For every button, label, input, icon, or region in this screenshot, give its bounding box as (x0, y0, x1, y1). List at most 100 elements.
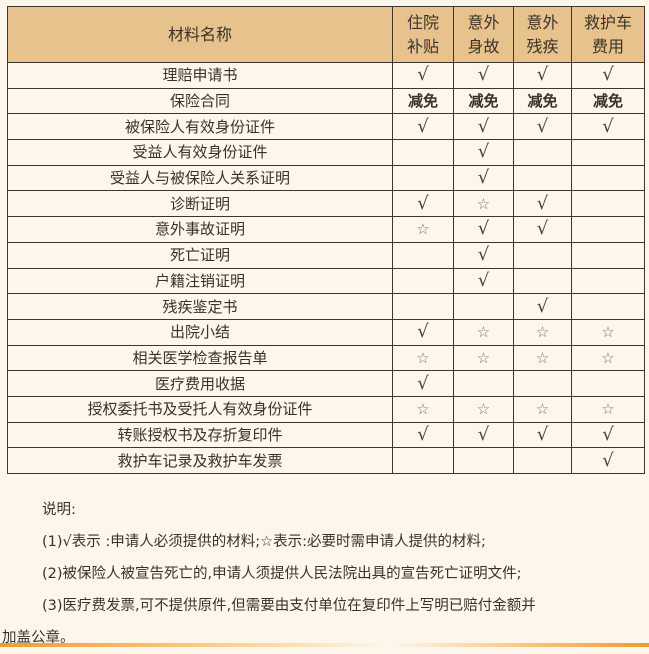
table-row: 受益人与被保险人关系证明 √ (7, 164, 645, 192)
required-check-mark: √ (453, 267, 514, 295)
required-check-mark: √ (513, 62, 572, 89)
required-check-mark: √ (513, 113, 572, 141)
notes-section: 说明: (1)√表示 :申请人必须提供的材料;☆表示:必要时需申请人提供的材料;… (0, 494, 649, 654)
required-check-mark: √ (453, 139, 514, 166)
empty-cell (392, 267, 454, 295)
required-check-mark: √ (453, 421, 514, 449)
optional-star-mark: ☆ (513, 395, 572, 423)
material-name: 死亡证明 (7, 241, 393, 269)
material-name: 保险合同 (7, 87, 393, 115)
table-row: 意外事故证明 ☆ √ √ (7, 216, 645, 243)
table-row: 相关医学检查报告单 ☆ ☆ ☆ ☆ (7, 344, 645, 372)
required-check-mark: √ (392, 421, 454, 449)
optional-star-mark: ☆ (392, 344, 454, 372)
table-row: 残疾鉴定书 √ (7, 293, 645, 320)
empty-cell (453, 447, 514, 474)
empty-cell (392, 164, 454, 192)
optional-star-mark: ☆ (513, 318, 572, 346)
table-row: 户籍注销证明 √ (7, 267, 645, 295)
empty-cell (513, 139, 572, 166)
decorative-accent-bar (0, 643, 649, 647)
empty-cell (453, 293, 514, 320)
empty-cell (571, 370, 645, 397)
header-material-name: 材料名称 (7, 6, 393, 63)
empty-cell (571, 139, 645, 166)
required-check-mark: √ (453, 113, 514, 141)
header-column: 意外 身故 (453, 6, 514, 63)
optional-star-mark: ☆ (571, 344, 645, 372)
required-check-mark: √ (571, 113, 645, 141)
table-row: 死亡证明 √ (7, 241, 645, 269)
header-column: 住院 补贴 (392, 6, 454, 63)
required-check-mark: √ (453, 216, 514, 243)
empty-cell (513, 164, 572, 192)
required-check-mark: √ (453, 241, 514, 269)
required-check-mark: √ (513, 293, 572, 320)
required-check-mark: √ (513, 216, 572, 243)
material-name: 医疗费用收据 (7, 370, 393, 397)
optional-star-mark: ☆ (453, 190, 514, 218)
table-row: 保险合同 减免 减免 减免 减免 (7, 87, 645, 115)
note-item: (1)√表示 :申请人必须提供的材料;☆表示:必要时需申请人提供的材料; (42, 534, 486, 550)
empty-cell (392, 293, 454, 320)
empty-cell (571, 267, 645, 295)
required-check-mark: √ (392, 318, 454, 346)
table-row: 理赔申请书 √ √ √ √ (7, 62, 645, 89)
optional-star-mark: ☆ (392, 216, 454, 243)
optional-star-mark: ☆ (392, 395, 454, 423)
table-row: 授权委托书及受托人有效身份证件 ☆ ☆ ☆ ☆ (7, 395, 645, 423)
material-name: 受益人有效身份证件 (7, 139, 393, 166)
waived-cell: 减免 (392, 87, 454, 115)
empty-cell (571, 216, 645, 243)
waived-cell: 减免 (513, 87, 572, 115)
header-column: 救护车 费用 (571, 6, 645, 63)
table-row: 诊断证明 √ ☆ √ (7, 190, 645, 218)
empty-cell (392, 139, 454, 166)
material-name: 出院小结 (7, 318, 393, 346)
required-check-mark: √ (571, 421, 645, 449)
empty-cell (571, 293, 645, 320)
required-check-mark: √ (513, 421, 572, 449)
material-name: 诊断证明 (7, 190, 393, 218)
material-name: 被保险人有效身份证件 (7, 113, 393, 141)
empty-cell (392, 241, 454, 269)
optional-star-mark: ☆ (571, 395, 645, 423)
required-check-mark: √ (571, 447, 645, 474)
empty-cell (513, 370, 572, 397)
optional-star-mark: ☆ (513, 344, 572, 372)
required-check-mark: √ (453, 164, 514, 192)
empty-cell (571, 164, 645, 192)
table-row: 受益人有效身份证件 √ (7, 139, 645, 166)
empty-cell (453, 370, 514, 397)
notes-title: 说明: (42, 502, 76, 518)
empty-cell (513, 241, 572, 269)
material-name: 相关医学检查报告单 (7, 344, 393, 372)
optional-star-mark: ☆ (453, 344, 514, 372)
optional-star-mark: ☆ (571, 318, 645, 346)
required-check-mark: √ (571, 62, 645, 89)
table-row: 救护车记录及救护车发票 √ (7, 447, 645, 474)
table-row: 医疗费用收据 √ (7, 370, 645, 397)
required-check-mark: √ (392, 370, 454, 397)
table-row: 被保险人有效身份证件 √ √ √ √ (7, 113, 645, 141)
waived-cell: 减免 (571, 87, 645, 115)
required-check-mark: √ (513, 190, 572, 218)
empty-cell (513, 267, 572, 295)
material-name: 受益人与被保险人关系证明 (7, 164, 393, 192)
material-name: 残疾鉴定书 (7, 293, 393, 320)
optional-star-mark: ☆ (453, 395, 514, 423)
table-row: 出院小结 √ ☆ ☆ ☆ (7, 318, 645, 346)
empty-cell (571, 190, 645, 218)
note-continuation: 加盖公章。 (2, 630, 75, 646)
required-check-mark: √ (453, 62, 514, 89)
empty-cell (571, 241, 645, 269)
header-column: 意外 残疾 (513, 6, 572, 63)
empty-cell (513, 447, 572, 474)
material-name: 救护车记录及救护车发票 (7, 447, 393, 474)
material-name: 户籍注销证明 (7, 267, 393, 295)
required-check-mark: √ (392, 62, 454, 89)
material-name: 意外事故证明 (7, 216, 393, 243)
note-item: (3)医疗费发票,可不提供原件,但需要由支付单位在复印件上写明已赔付金额并 (42, 598, 536, 614)
material-name: 授权委托书及受托人有效身份证件 (7, 395, 393, 423)
table-header-row: 材料名称 住院 补贴 意外 身故 意外 残疾 救护车 费用 (7, 6, 645, 63)
